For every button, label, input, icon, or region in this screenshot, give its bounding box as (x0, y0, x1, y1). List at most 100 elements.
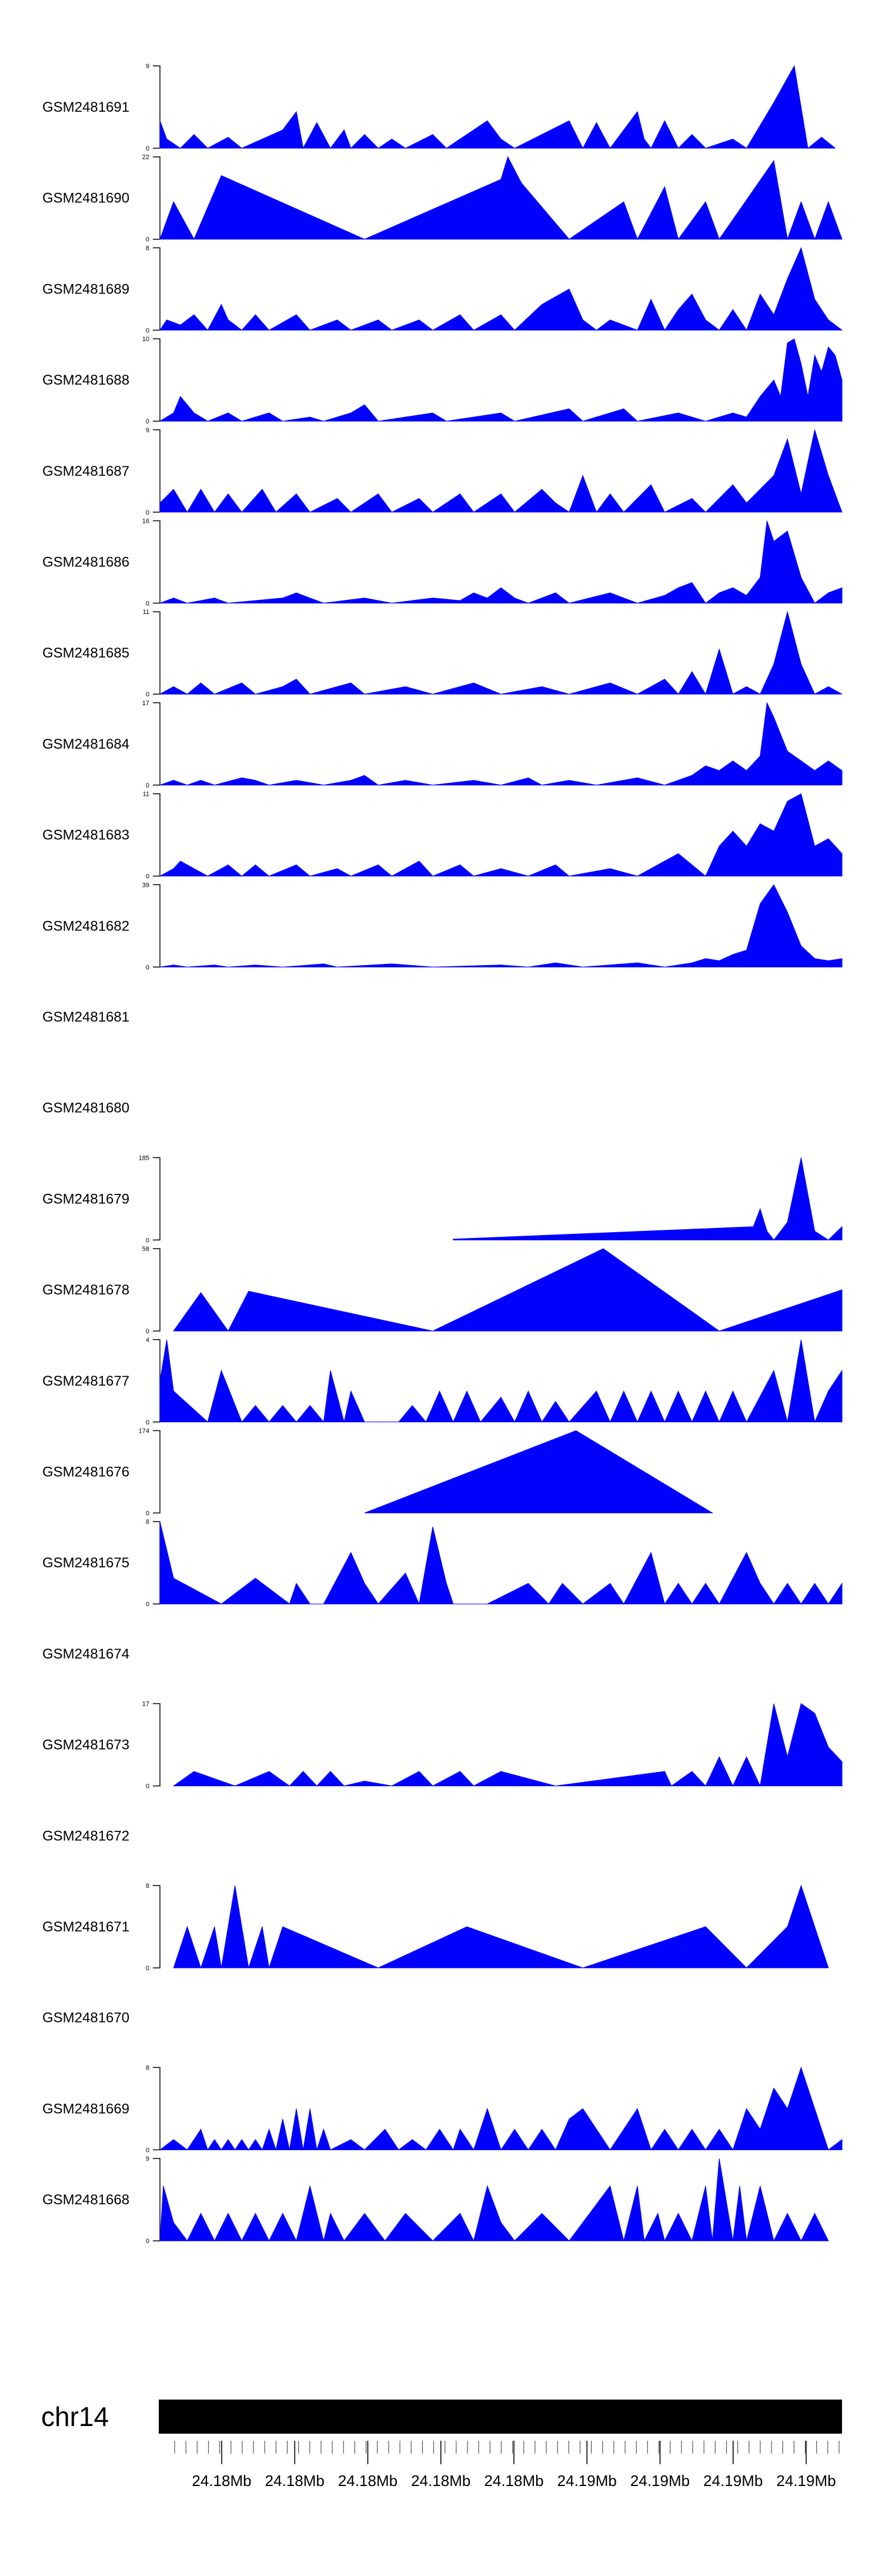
y-tick-max: 174 (139, 1428, 149, 1435)
coverage-area (159, 246, 843, 331)
coverage-area (159, 793, 843, 877)
y-axis (153, 884, 161, 968)
track: GSM2481687 9 0 (42, 427, 843, 516)
coverage-area (159, 520, 843, 604)
y-tick-max: 185 (139, 1154, 149, 1162)
track: GSM2481671 8 0 (42, 1883, 829, 1972)
track-label: GSM2481687 (42, 463, 129, 479)
coverage-area (453, 1157, 843, 1241)
coverage-area (159, 429, 843, 513)
track-label: GSM2481691 (42, 99, 129, 115)
y-tick-max: 9 (146, 63, 149, 70)
y-axis (153, 793, 161, 877)
x-tick-label: 24.19Mb (630, 2472, 690, 2490)
y-tick-max: 8 (146, 1519, 149, 1526)
coverage-area (159, 2158, 829, 2242)
x-tick-label: 24.19Mb (703, 2472, 763, 2490)
track-label: GSM2481689 (42, 281, 129, 297)
y-axis (153, 1885, 161, 1968)
y-tick-min: 0 (146, 236, 149, 243)
y-tick-min: 0 (146, 1965, 149, 1972)
y-axis (153, 611, 161, 695)
track-label: GSM2481671 (42, 1919, 129, 1935)
track: GSM2481690 22 0 (42, 154, 843, 243)
track: GSM2481684 17 0 (42, 700, 843, 789)
track-label: GSM2481690 (42, 191, 129, 206)
x-tick-label: 24.18Mb (265, 2472, 325, 2490)
y-axis (153, 65, 161, 149)
y-tick-max: 17 (142, 1701, 149, 1708)
track-label: GSM2481675 (42, 1555, 129, 1571)
coverage-area (159, 1521, 843, 1605)
coverage-area (159, 610, 843, 695)
coverage-area (159, 156, 843, 241)
track: GSM2481676 174 0 (42, 1428, 714, 1517)
track-label: GSM2481679 (42, 1191, 129, 1207)
coverage-area (159, 338, 843, 422)
track-label: GSM2481673 (42, 1737, 129, 1753)
track: GSM2481678 58 0 (42, 1246, 843, 1335)
y-tick-min: 0 (146, 1328, 149, 1335)
y-tick-min: 0 (146, 418, 149, 425)
y-tick-min: 0 (146, 1237, 149, 1244)
track: GSM2481685 11 0 (42, 609, 843, 698)
track: GSM2481686 16 0 (42, 518, 843, 608)
y-axis (153, 1339, 161, 1423)
x-tick-label: 24.18Mb (484, 2472, 543, 2490)
track: GSM2481672 (42, 1828, 129, 1844)
y-tick-max: 11 (143, 791, 149, 798)
track: GSM2481681 (42, 1009, 129, 1025)
y-axis (153, 247, 161, 331)
y-tick-min: 0 (146, 691, 149, 698)
coverage-area (159, 702, 843, 786)
track: GSM2481680 (42, 1100, 129, 1116)
track: GSM2481674 (42, 1646, 129, 1662)
genome-axis: chr14 24.18Mb 24.18Mb 24.18Mb 24.18Mb 24.18M… (41, 2400, 842, 2490)
x-tick-label: 24.19Mb (557, 2472, 617, 2490)
x-tick-label: 24.18Mb (411, 2472, 470, 2490)
y-tick-min: 0 (146, 600, 149, 608)
track: GSM2481688 10 0 (42, 336, 843, 425)
y-tick-max: 22 (142, 154, 149, 161)
track-label: GSM2481684 (42, 736, 129, 752)
track: GSM2481669 8 0 (42, 2064, 843, 2154)
y-tick-min: 0 (146, 2147, 149, 2154)
coverage-area (173, 1248, 843, 1332)
coverage-area (173, 1884, 829, 1969)
y-axis (153, 1157, 161, 1241)
y-tick-min: 0 (146, 1419, 149, 1426)
y-axis (153, 1248, 161, 1332)
track-label: GSM2481683 (42, 827, 129, 843)
y-axis (153, 429, 161, 513)
y-axis (153, 2067, 161, 2151)
coverage-area (159, 884, 843, 967)
track-label: GSM2481686 (42, 555, 129, 570)
y-axis (153, 2158, 161, 2241)
track: GSM2481679 185 0 (42, 1154, 843, 1244)
y-tick-min: 0 (146, 2238, 149, 2245)
y-axis (153, 702, 161, 786)
track: GSM2481683 11 0 (42, 791, 843, 880)
y-tick-min: 0 (146, 1783, 149, 1790)
y-tick-max: 8 (146, 2064, 149, 2071)
y-tick-min: 0 (146, 873, 149, 880)
track-label: GSM2481688 (42, 372, 129, 388)
y-tick-min: 0 (146, 964, 149, 971)
track: GSM2481689 8 0 (42, 245, 843, 334)
x-tick-label: 24.18Mb (338, 2472, 397, 2490)
y-tick-max: 17 (142, 700, 149, 707)
track: GSM2481670 (42, 2010, 129, 2026)
y-axis (153, 520, 161, 604)
y-tick-max: 8 (146, 245, 149, 252)
track-label: GSM2481685 (42, 645, 129, 661)
y-axis (153, 1430, 161, 1514)
y-tick-max: 4 (146, 1337, 149, 1344)
y-tick-max: 9 (146, 2155, 149, 2163)
track-label: GSM2481668 (42, 2192, 129, 2208)
coverage-area (159, 1339, 843, 1423)
y-tick-max: 39 (142, 882, 149, 889)
y-tick-min: 0 (146, 145, 149, 152)
coverage-area (172, 1703, 843, 1787)
track: GSM2481673 17 0 (42, 1701, 843, 1790)
y-tick-max: 8 (146, 1883, 149, 1890)
